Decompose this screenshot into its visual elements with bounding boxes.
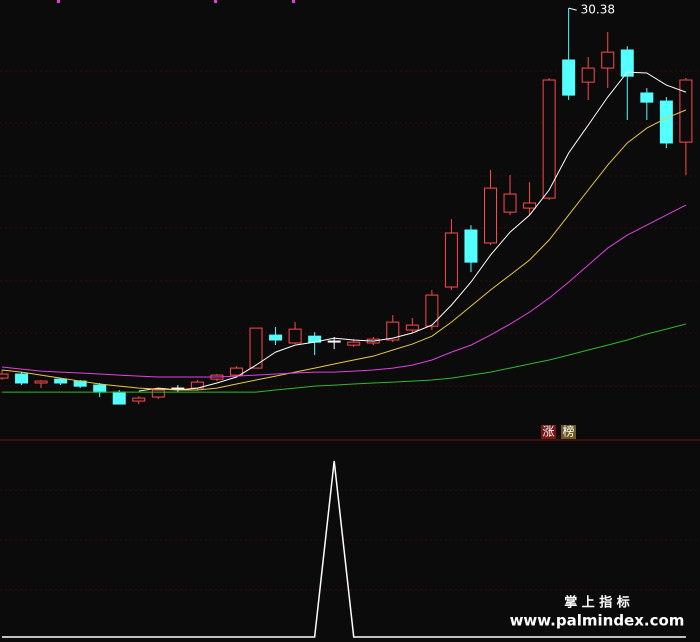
badge: 涨 [542,424,554,439]
candle-body [484,187,497,244]
candle-body [425,294,439,327]
candle-body [464,229,478,263]
candle-body [620,49,634,77]
candle-body [562,59,576,96]
candle-body [15,373,29,384]
badge-bg [541,425,556,439]
candles [0,8,693,405]
high-pointer [568,7,577,11]
badge: 榜 [562,424,574,439]
marker [57,0,60,3]
candle-body [542,79,556,199]
candle-body [386,321,400,341]
candle-body [659,100,673,144]
moving-average-line [2,323,687,393]
watermark-title: 掌 上 指 标 [564,595,630,611]
candle-body [54,378,68,384]
candle-body [601,51,615,69]
candle-body [34,380,48,384]
candle-body [249,327,263,369]
candle-body [523,202,537,209]
candle-body [581,67,595,83]
candle-body [640,92,654,103]
candle-body [112,391,126,405]
candle-body [288,328,302,344]
candle-body [503,193,517,213]
moving-average-line [1,204,687,378]
candle-body [151,389,165,398]
candle-body [405,324,419,331]
watermark-url: www.palmindex.com [510,612,685,630]
candle-body [444,232,458,288]
marker [214,0,217,3]
candle-body [347,341,361,346]
candle-body [679,79,693,143]
badge-bg [561,425,576,439]
candle-body [132,397,146,402]
high-label: 30.38 [581,3,615,17]
candle-body [171,387,185,390]
moving-average-line [1,109,687,391]
candle-body [229,367,243,376]
top-markers [57,0,295,3]
candle-body [327,340,341,343]
candle-body [93,384,107,393]
candle-body [0,373,9,379]
marker [292,0,295,3]
candle-body [269,334,283,341]
indicator-line [2,460,686,638]
moving-average-line [138,71,687,392]
